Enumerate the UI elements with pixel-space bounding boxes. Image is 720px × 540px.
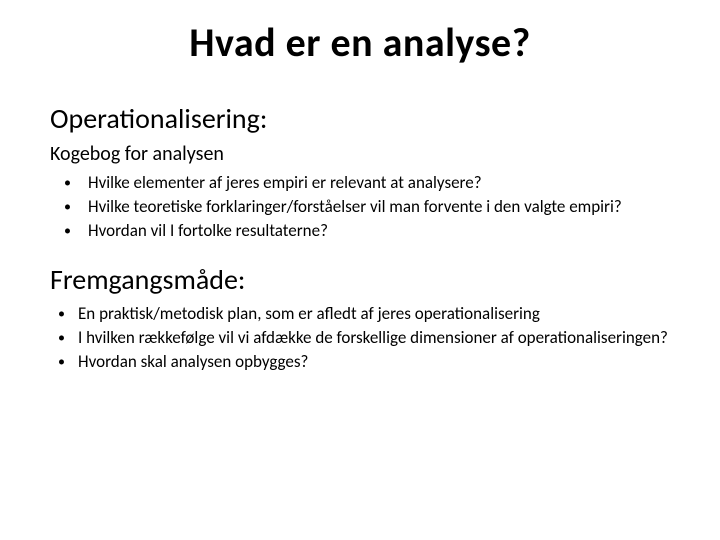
bullet-list: En praktisk/metodisk plan, som er afledt… xyxy=(50,303,670,373)
list-item: Hvilke elementer af jeres empiri er rele… xyxy=(50,172,670,194)
section-operationalisering: Operationalisering: Kogebog for analysen… xyxy=(50,101,670,242)
list-item: Hvordan vil I fortolke resultaterne? xyxy=(50,220,670,242)
slide: Hvad er en analyse? Operationalisering: … xyxy=(0,0,720,540)
section-subheading: Kogebog for analysen xyxy=(50,142,670,166)
section-heading: Fremgangsmåde: xyxy=(50,262,670,297)
list-item: I hvilken rækkefølge vil vi afdække de f… xyxy=(50,327,670,349)
bullet-list: Hvilke elementer af jeres empiri er rele… xyxy=(50,172,670,242)
list-item: Hvilke teoretiske forklaringer/forståels… xyxy=(50,196,670,218)
list-item: En praktisk/metodisk plan, som er afledt… xyxy=(50,303,670,325)
section-heading: Operationalisering: xyxy=(50,101,670,136)
section-fremgangsmaade: Fremgangsmåde: En praktisk/metodisk plan… xyxy=(50,262,670,373)
list-item: Hvordan skal analysen opbygges? xyxy=(50,351,670,373)
slide-title: Hvad er en analyse? xyxy=(50,18,670,67)
